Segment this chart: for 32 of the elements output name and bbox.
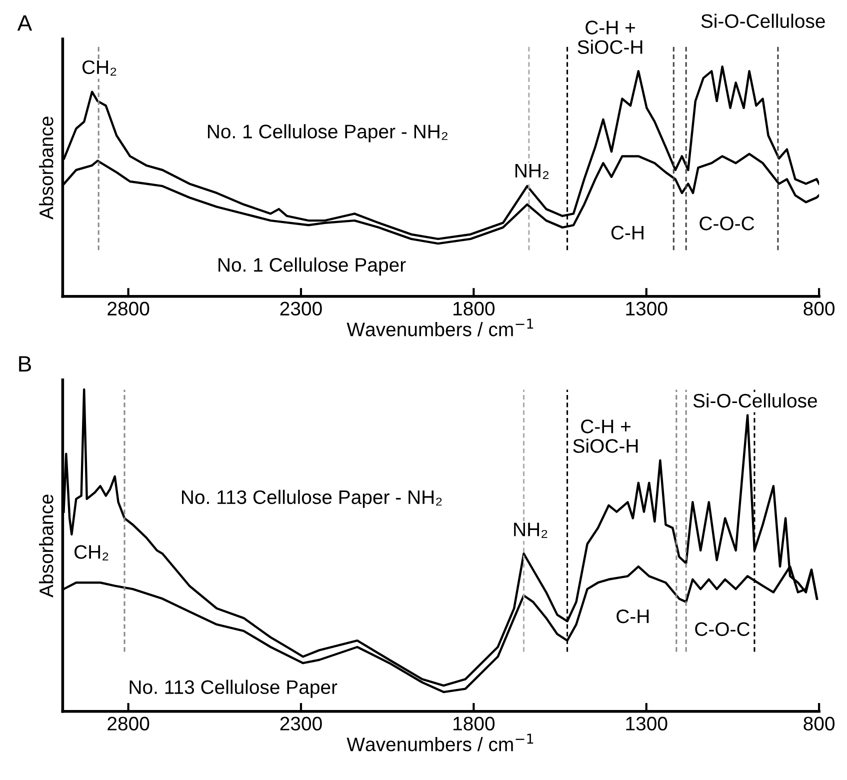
- x-tick-label: 800: [804, 302, 835, 316]
- x-tick-label: 2300: [280, 302, 322, 316]
- annotation: C-H: [611, 226, 644, 240]
- annotation: CH₂: [74, 545, 108, 560]
- annotation: C-H: [616, 609, 649, 624]
- annotation: No. 1 Cellulose Paper: [218, 257, 406, 276]
- y-axis-title: Absorbance: [38, 116, 54, 220]
- chart-title: A: [17, 15, 32, 31]
- x-axis-title: Wavenumbers / cm$^{−1}$: [346, 318, 534, 336]
- annotation: C-H + SiOC-H: [573, 420, 638, 453]
- annotation: No. 113 Cellulose Paper: [130, 680, 338, 698]
- text: C-H + SiOC-H: [578, 20, 642, 54]
- annotation: No. 113 Cellulose Paper - NH₂: [182, 490, 442, 508]
- x-tick-label: 1300: [626, 716, 668, 731]
- x-tick-label: 800: [804, 716, 835, 731]
- x-tick-label: 2800: [108, 302, 150, 316]
- annotation: No. 1 Cellulose Paper - NH₂: [208, 124, 448, 142]
- annotation: NH₂: [514, 522, 548, 538]
- annotation: CH₂: [82, 60, 116, 76]
- annotation: Si-O-Cellulose: [693, 393, 817, 408]
- x-tick-label: 2800: [108, 716, 150, 731]
- x-tick-label: 1300: [626, 302, 668, 316]
- annotation: C-O-C: [700, 216, 754, 230]
- y-axis-title: Absorbance: [38, 494, 54, 598]
- x-tick-label: 2300: [280, 716, 322, 731]
- x-tick-label: 1800: [454, 302, 495, 316]
- x-axis-title: Wavenumbers / cm$^{−1}$: [346, 734, 534, 752]
- annotation: C-O-C: [695, 622, 750, 636]
- text: Si-O-Cellulose: [701, 14, 825, 28]
- x-tick-label: 1800: [454, 716, 495, 731]
- annotation: NH₂: [515, 164, 549, 179]
- chart-title: B: [19, 356, 31, 372]
